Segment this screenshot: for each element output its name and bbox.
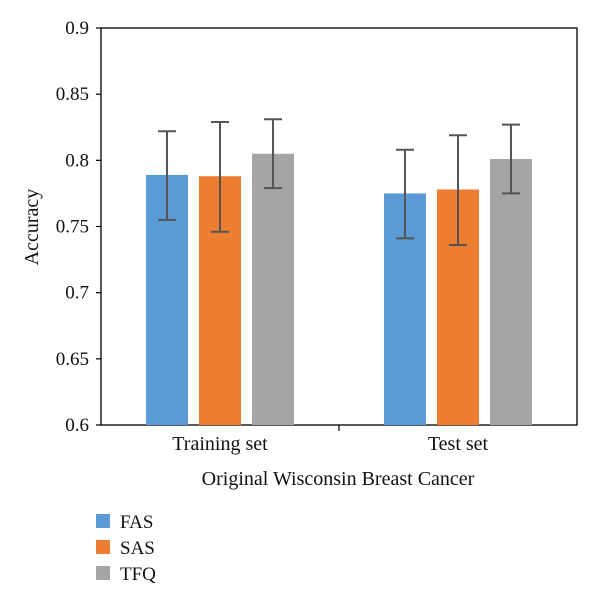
x-axis-title: Original Wisconsin Breast Cancer <box>202 468 475 490</box>
y-axis-ticks: 0.6 0.65 0.7 0.75 0.8 0.85 0.9 <box>56 18 101 436</box>
legend-label: SAS <box>120 538 155 559</box>
legend-label: TFQ <box>120 564 156 585</box>
y-tick-label: 0.6 <box>65 415 89 436</box>
legend-swatch-tfq <box>96 566 110 580</box>
legend-label: FAS <box>120 512 153 533</box>
legend: FAS SAS TFQ <box>96 512 156 585</box>
y-tick-label: 0.9 <box>65 18 89 39</box>
bar-tfq-1 <box>490 159 532 425</box>
legend-swatch-fas <box>96 514 110 528</box>
x-category-label: Test set <box>428 433 489 455</box>
error-bars-group <box>158 118 520 247</box>
y-tick-label: 0.7 <box>65 283 89 304</box>
x-category-label: Training set <box>172 433 268 455</box>
y-tick-label: 0.85 <box>56 84 89 105</box>
legend-swatch-sas <box>96 540 110 554</box>
y-axis-title: Accuracy <box>21 189 43 266</box>
y-tick-label: 0.8 <box>65 150 89 171</box>
y-tick-label: 0.75 <box>56 217 89 238</box>
bar-tfq-0 <box>252 153 294 425</box>
y-tick-label: 0.65 <box>56 349 89 370</box>
x-axis-categories: Training set Test set <box>172 425 489 455</box>
bars-group <box>146 153 532 425</box>
